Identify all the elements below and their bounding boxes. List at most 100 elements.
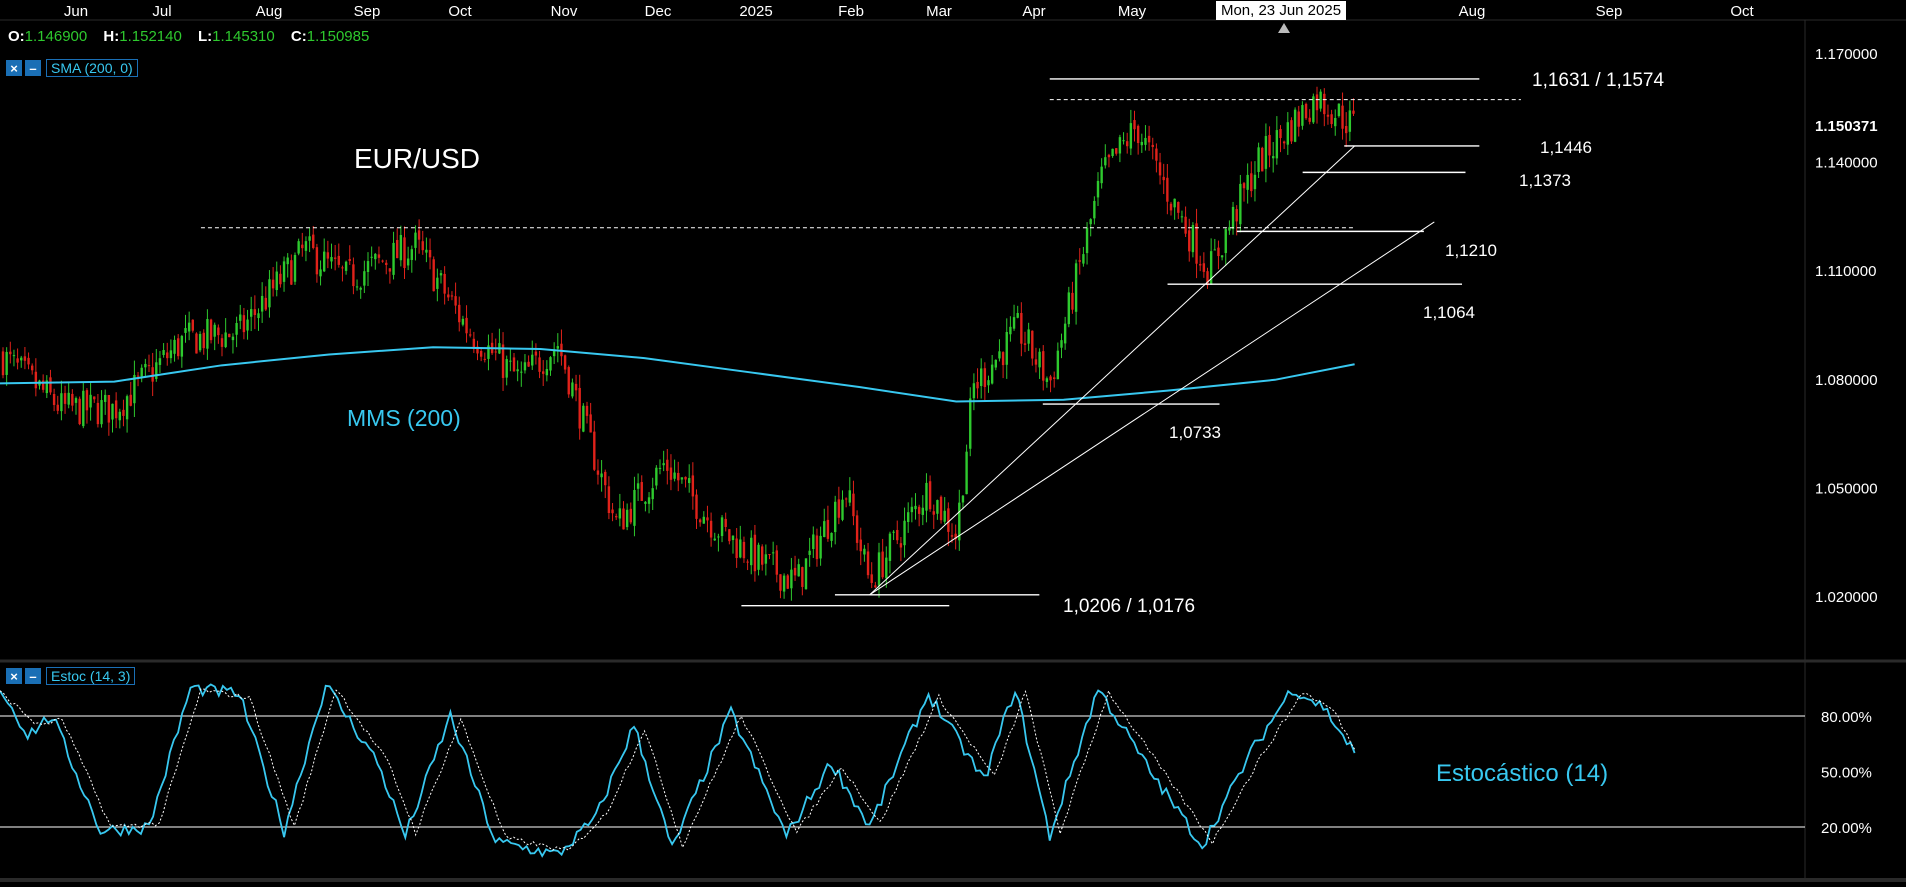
candle-body <box>1315 94 1319 111</box>
stoch-remove-icon[interactable]: × <box>6 668 22 684</box>
candle <box>224 318 227 349</box>
candle-body <box>1290 120 1293 142</box>
candle-body <box>1020 312 1023 344</box>
stoch-legend: × – Estoc (14, 3) <box>6 667 136 685</box>
candle <box>1282 140 1286 149</box>
candle-body <box>483 358 486 360</box>
candle-body <box>1293 109 1297 142</box>
candle <box>1089 218 1092 237</box>
sma-legend-label[interactable]: SMA (200, 0) <box>46 59 138 77</box>
candle <box>439 270 443 284</box>
candle <box>720 515 724 543</box>
candle-body <box>556 346 559 349</box>
candle <box>863 544 866 562</box>
candle <box>184 314 187 343</box>
candle-body <box>1169 203 1173 211</box>
candle <box>348 245 351 265</box>
candle-body <box>1337 103 1341 117</box>
candle <box>943 497 946 525</box>
ohlc-readout: O:1.146900 H:1.152140 L:1.145310 C:1.150… <box>8 28 369 45</box>
candle-body <box>41 380 45 390</box>
candle <box>910 497 914 523</box>
candle <box>706 505 709 533</box>
candle <box>892 530 895 541</box>
candle <box>545 360 549 382</box>
candle <box>516 360 519 382</box>
candle <box>173 335 176 362</box>
candle-body <box>761 546 764 565</box>
candle <box>673 459 676 482</box>
candle-body <box>1191 225 1195 253</box>
candle <box>509 348 512 372</box>
candle <box>217 324 220 344</box>
candle-body <box>888 533 892 561</box>
candle-body <box>352 264 355 287</box>
candle-body <box>706 517 709 521</box>
candle <box>779 574 782 599</box>
candle <box>983 362 987 401</box>
candle <box>695 489 698 530</box>
candle-body <box>746 561 749 563</box>
candle <box>114 392 118 429</box>
candle-body <box>1246 174 1249 190</box>
candle-body <box>695 494 698 519</box>
candle <box>271 267 275 297</box>
candle <box>220 334 224 357</box>
candle-body <box>1151 144 1154 147</box>
candle-body <box>947 508 950 532</box>
candle <box>1151 137 1154 160</box>
candle-body <box>217 327 220 336</box>
candle-body <box>410 249 413 260</box>
candle <box>155 349 158 382</box>
stoch-tick-label: 20.00% <box>1821 820 1872 837</box>
stoch-minimize-icon[interactable]: – <box>25 668 41 684</box>
candle <box>925 473 928 523</box>
candle <box>928 475 932 512</box>
candle <box>355 279 359 291</box>
stoch-legend-label[interactable]: Estoc (14, 3) <box>46 667 136 685</box>
candle-body <box>534 351 538 356</box>
candle-body <box>852 493 855 517</box>
candle <box>709 512 713 547</box>
candle-body <box>45 380 48 394</box>
candle-body <box>1027 329 1030 344</box>
candle-body <box>1166 177 1169 202</box>
candle-body <box>958 502 961 541</box>
candle <box>406 246 410 271</box>
sma-minimize-icon[interactable]: – <box>25 60 41 76</box>
candle <box>969 387 972 457</box>
candle-body <box>607 486 611 514</box>
candle-body <box>1085 227 1089 254</box>
candle <box>782 573 786 599</box>
candle-body <box>158 358 162 365</box>
candle <box>1158 152 1162 185</box>
candle-body <box>520 371 523 373</box>
level-label: 1,0206 / 1,0176 <box>1063 596 1195 617</box>
candle-body <box>1126 141 1129 147</box>
candle <box>1082 246 1085 267</box>
candle <box>1071 281 1074 314</box>
candle <box>662 450 665 472</box>
candle <box>158 351 162 374</box>
candle <box>166 342 169 366</box>
price-tick-label: 1.110000 <box>1815 263 1876 280</box>
candle <box>1239 174 1242 233</box>
candle-body <box>527 361 530 367</box>
candle <box>1180 210 1184 223</box>
candle-body <box>950 535 954 537</box>
crosshair-date-label: Mon, 23 Jun 2025 <box>1216 1 1346 20</box>
candle-body <box>797 564 800 577</box>
candle-body <box>147 365 151 367</box>
candle-body <box>1147 135 1151 143</box>
candle-body <box>1016 313 1019 318</box>
candle-body <box>636 483 640 489</box>
candle-body <box>509 360 512 362</box>
candle <box>1253 161 1257 202</box>
candle-body <box>454 296 457 306</box>
sma-remove-icon[interactable]: × <box>6 60 22 76</box>
candle-body <box>125 396 129 420</box>
candle-body <box>166 352 169 359</box>
candle-body <box>750 537 753 566</box>
candle <box>312 225 315 250</box>
